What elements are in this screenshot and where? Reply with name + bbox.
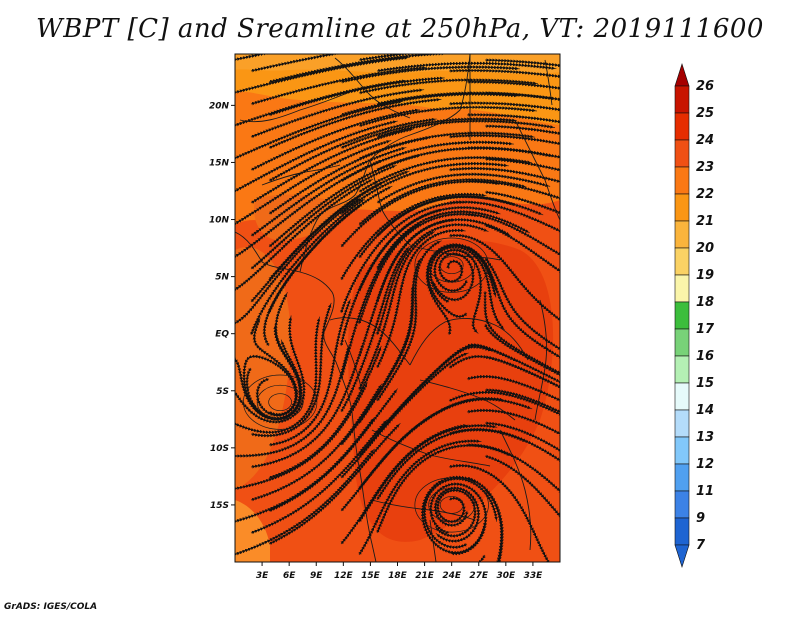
colorbar-swatch [674,436,690,465]
lat-tick-label: 5S [216,387,229,397]
lat-tick-label: EQ [215,330,229,340]
streamlines [235,54,560,562]
lat-tick-label: 15N [209,158,230,168]
map-plot-area [235,54,560,562]
lat-tick-label: 10S [210,444,229,454]
lon-tick-label: 12E [334,571,354,581]
colorbar-label: 15 [696,376,714,391]
streamline [476,554,486,562]
colorbar-label: 17 [696,322,715,337]
lat-tick-label: 15S [210,501,229,511]
vortex-ring [256,384,304,420]
colorbar-label: 13 [696,430,714,445]
colorbar-swatch [674,85,690,114]
colorbar-label: 9 [696,511,705,526]
lat-tick-label: 10N [209,216,230,226]
colorbar-swatch [674,517,690,546]
lon-tick-label: 6E [283,571,296,581]
vortex-ring [439,256,464,275]
colorbar-swatch [674,328,690,357]
colorbar-swatch [674,247,690,276]
vortex-ring [414,477,489,533]
lon-tick-label: 33E [524,571,544,581]
vortex-ring [428,487,476,523]
colorbar-swatch [674,220,690,249]
lon-tick-label: 30E [496,571,516,581]
colorbar-swatch [674,463,690,492]
colorbar-swatch [674,409,690,438]
colorbar-label: 16 [696,349,714,364]
vortex-ring [242,374,318,430]
colorbar-label: 20 [696,241,714,256]
streamline [358,439,482,556]
colorbar-label: 21 [696,214,714,229]
lon-tick-label: 27E [469,571,489,581]
colorbar-label: 22 [696,187,714,202]
colorbar-swatch [674,382,690,411]
vortex-ring [439,496,464,514]
lon-tick-label: 3E [256,571,269,581]
colorbar-swatch [674,490,690,519]
colorbar-label: 11 [696,484,714,499]
longitude-axis: 3E 6E 9E 12E 15E 18E 21E 24E 27E 30E 33E [256,562,543,581]
colorbar-label: 18 [696,295,714,310]
vortex-ring [268,393,292,412]
colorbar-swatch [674,193,690,222]
colorbar-swatch [674,112,690,141]
colorbar-label: 12 [696,457,714,472]
lon-tick-label: 24E [442,571,462,581]
vortex-ring [428,247,476,283]
latitude-axis: 20N 15N 10N 5N EQ 5S 10S 15S [209,101,235,511]
colorbar-swatch [674,355,690,384]
lon-tick-label: 9E [310,571,323,581]
colorbar-swatch [674,166,690,195]
colorbar: 26 25 24 23 22 21 20 19 18 17 16 15 14 13 12 11 9 7 [674,63,715,568]
lon-tick-label: 15E [361,571,381,581]
grads-credit: GrADS: IGES/COLA [4,602,98,612]
colorbar-label: 23 [696,160,714,175]
lon-tick-label: 18E [388,571,408,581]
lat-tick-label: 20N [209,101,230,111]
colorbar-swatch [674,301,690,330]
vortex-ring [414,237,489,293]
lat-tick-label: 5N [215,273,229,283]
map-title: WBPT [C] and Sreamline at 250hPa, VT: 20… [36,14,764,44]
colorbar-bottom-triangle [674,544,690,568]
colorbar-label: 24 [696,133,714,148]
colorbar-label: 14 [696,403,714,418]
colorbar-top-triangle [674,63,690,87]
streamline [235,448,375,557]
colorbar-swatch [674,274,690,303]
colorbar-swatch [674,139,690,168]
colorbar-label: 26 [696,79,714,94]
colorbar-label: 25 [696,106,714,121]
colorbar-label: 7 [696,538,706,553]
lon-tick-label: 21E [415,571,435,581]
colorbar-label: 19 [696,268,714,283]
